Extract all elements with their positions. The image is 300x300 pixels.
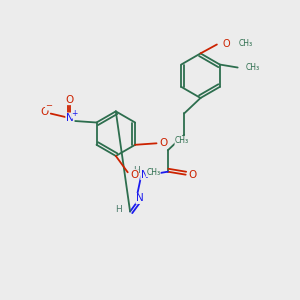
Text: O: O (66, 94, 74, 105)
Text: CH₃: CH₃ (246, 63, 260, 72)
Text: O: O (159, 138, 167, 148)
Text: −: − (46, 101, 52, 110)
Text: CH₃: CH₃ (238, 38, 252, 47)
Text: CH₃: CH₃ (146, 168, 160, 177)
Text: N: N (66, 113, 74, 123)
Text: O: O (41, 106, 49, 116)
Text: CH₃: CH₃ (175, 136, 189, 146)
Text: O: O (223, 40, 230, 50)
Text: H: H (116, 205, 122, 214)
Text: O: O (188, 170, 196, 180)
Text: H: H (133, 166, 140, 175)
Text: +: + (72, 109, 78, 118)
Text: O: O (130, 170, 138, 180)
Text: N: N (136, 194, 144, 203)
Text: N: N (141, 170, 148, 180)
